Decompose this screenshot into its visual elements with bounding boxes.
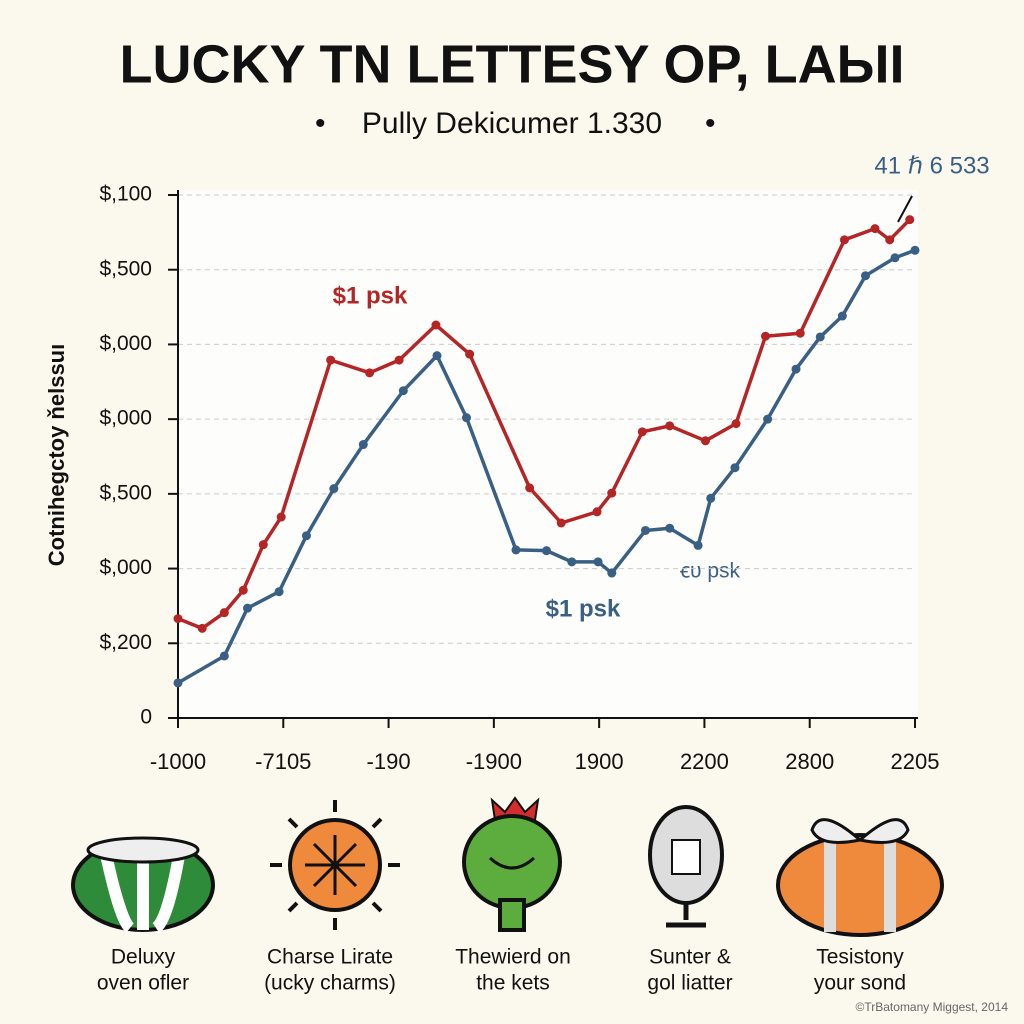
- point: [905, 215, 915, 225]
- point: [870, 224, 880, 234]
- icon-caption: (ucky charms): [264, 972, 396, 995]
- point: [700, 436, 710, 446]
- x-tick-label: 2800: [785, 749, 834, 774]
- point: [731, 419, 741, 429]
- y-tick-label: $,500: [99, 257, 152, 280]
- annotation: 41 ℏ 6 533: [874, 152, 989, 179]
- x-tick-label: -1000: [150, 749, 206, 774]
- point: [839, 235, 849, 245]
- point: [365, 368, 375, 378]
- y-tick-label: $,500: [99, 481, 152, 504]
- point: [607, 568, 617, 578]
- chart-subtitle: Pully Dekicumer 1.330: [362, 107, 662, 140]
- point: [890, 253, 900, 263]
- x-tick-label: -7105: [255, 749, 311, 774]
- point: [693, 540, 703, 550]
- icon-sun: [270, 800, 400, 930]
- x-tick-label: 2200: [680, 749, 729, 774]
- icon-caption: your sond: [814, 972, 906, 995]
- bullet: •: [705, 107, 716, 140]
- point: [910, 245, 920, 255]
- point: [173, 678, 183, 688]
- point: [358, 440, 368, 450]
- point: [242, 603, 252, 613]
- y-tick-label: $,000: [99, 556, 152, 579]
- icon-caption: oven ofler: [97, 972, 189, 995]
- y-tick-label: $,000: [99, 332, 152, 355]
- point: [706, 493, 716, 503]
- point: [885, 235, 895, 245]
- point: [326, 355, 336, 365]
- x-tick-label: -1900: [466, 749, 522, 774]
- point: [238, 585, 248, 595]
- icon-caption: Tesistony: [816, 946, 904, 969]
- footer: ©TrBatomany Miggest, 2014: [856, 1000, 1009, 1014]
- icon-caption: Thewierd on: [455, 946, 571, 969]
- point: [637, 427, 647, 437]
- chart-title: LUCKY TN LETTESY OP, LAЫI: [120, 34, 905, 94]
- point: [525, 483, 535, 493]
- point: [398, 386, 408, 396]
- point: [640, 525, 650, 535]
- y-tick-label: $,000: [99, 407, 152, 430]
- icon-pot: [71, 836, 215, 933]
- point: [567, 557, 577, 567]
- point: [465, 349, 475, 359]
- point: [592, 507, 602, 517]
- point: [730, 463, 740, 473]
- x-tick-label: 2205: [891, 749, 940, 774]
- y-tick-label: $,100: [99, 183, 152, 206]
- icon-frog: [462, 796, 562, 932]
- plot-area: [178, 190, 918, 718]
- point: [607, 488, 617, 498]
- icon-caption: Deluxy: [111, 946, 176, 969]
- y-axis-label: Cotnihegctoy ňelssuı: [44, 344, 69, 566]
- point: [461, 413, 471, 423]
- point: [837, 311, 847, 321]
- x-tick-label: -190: [367, 749, 411, 774]
- point: [394, 355, 404, 365]
- point: [760, 331, 770, 341]
- point: [173, 614, 183, 624]
- y-tick-label: $,200: [99, 631, 152, 654]
- icon-caption: Charse Lirate: [267, 946, 393, 969]
- point: [219, 608, 229, 618]
- point: [258, 540, 268, 550]
- point: [795, 328, 805, 338]
- point: [815, 332, 825, 342]
- bullet: •: [315, 107, 326, 140]
- point: [763, 414, 773, 424]
- point: [665, 523, 675, 533]
- point: [556, 518, 566, 528]
- point: [276, 512, 286, 522]
- point: [861, 271, 871, 281]
- annotation: $1 psk: [333, 282, 408, 309]
- point: [219, 651, 229, 661]
- y-tick-label: 0: [140, 706, 152, 729]
- point: [197, 623, 207, 633]
- x-tick-label: 1900: [575, 749, 624, 774]
- point: [432, 351, 442, 361]
- icon-caption: gol liatter: [647, 972, 732, 995]
- icon-caption: the kets: [476, 972, 550, 995]
- point: [431, 320, 441, 330]
- point: [301, 531, 311, 541]
- annotation: ꞓυ psk: [680, 560, 741, 583]
- point: [274, 587, 284, 597]
- point: [542, 546, 551, 556]
- pointer: [897, 195, 913, 223]
- point: [665, 421, 675, 431]
- icon-trophy: [648, 805, 724, 928]
- point: [593, 557, 603, 567]
- point: [511, 545, 521, 555]
- point: [329, 484, 339, 494]
- icon-gift: [776, 818, 944, 937]
- point: [791, 364, 801, 374]
- icon-caption: Sunter &: [649, 946, 731, 969]
- annotation: $1 psk: [546, 595, 621, 622]
